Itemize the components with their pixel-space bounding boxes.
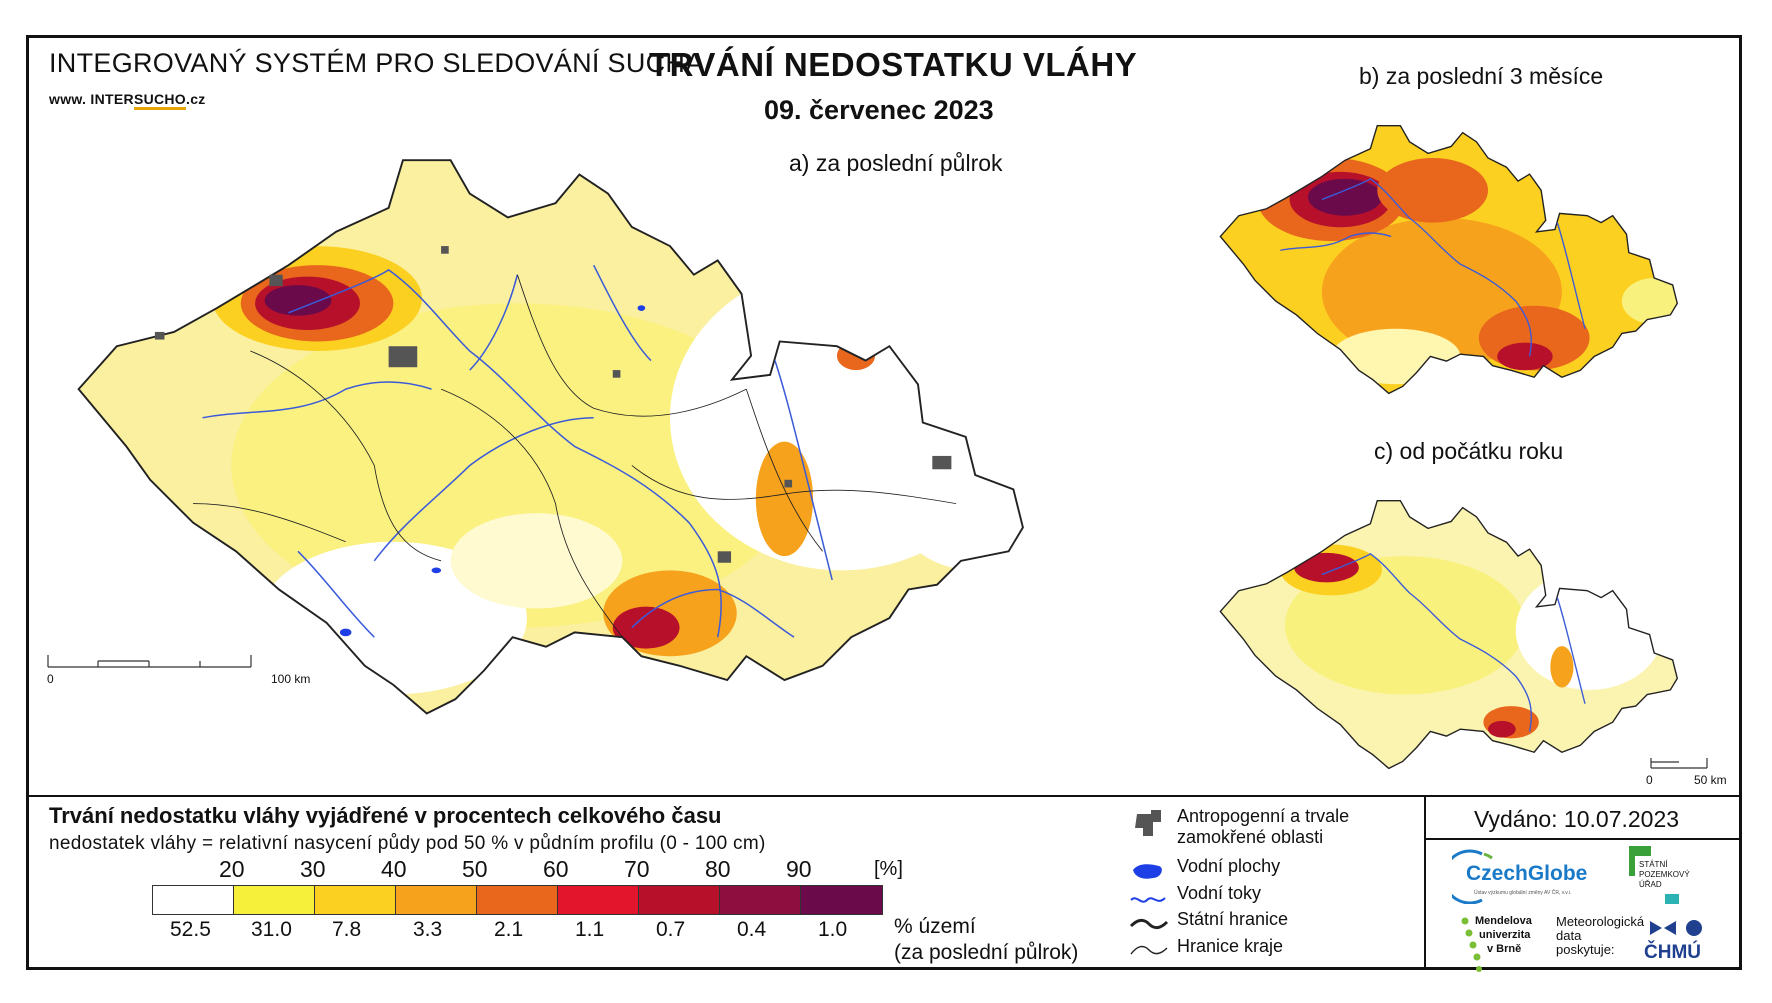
legend-class-2	[315, 886, 396, 914]
main-title: TRVÁNÍ NEDOSTATKU VLÁHY	[649, 46, 1138, 83]
water-body-icon	[1133, 864, 1162, 879]
issued-divider	[1424, 795, 1426, 970]
legend-class-1	[234, 886, 315, 914]
scale-c-end: 50 km	[1694, 773, 1727, 787]
state-border-label: Státní hranice	[1177, 909, 1289, 929]
website-url[interactable]: www. INTERSUCHO.cz	[49, 91, 206, 110]
system-title: INTEGROVANÝ SYSTÉM PRO SLEDOVÁNÍ SUCHA	[49, 48, 704, 78]
map-c	[1219, 500, 1678, 770]
legend-title: Trvání nedostatku vláhy vyjádřené v proc…	[49, 803, 722, 828]
legend-area-share: 31.0	[251, 918, 292, 941]
urban-label-2: zamokřené oblasti	[1177, 827, 1324, 847]
urban-label-1: Antropogenní a trvale	[1177, 806, 1350, 826]
legend-class-7	[720, 886, 801, 914]
legend-area-share: 1.0	[818, 918, 848, 941]
legend-threshold: 20	[219, 856, 245, 882]
legend-threshold: 70	[624, 856, 650, 882]
legend-subtitle: nedostatek vláhy = relativní nasycení pů…	[49, 833, 766, 854]
share-label-1: % území	[894, 915, 976, 938]
legend-area-share: 2.1	[494, 918, 524, 941]
scale-a-zero: 0	[47, 672, 54, 686]
region-border-label: Hranice kraje	[1177, 936, 1284, 956]
urban-area-icon	[1135, 810, 1161, 836]
legend-class-6	[639, 886, 720, 914]
legend-threshold: 30	[300, 856, 326, 882]
legend-area-share: 1.1	[575, 918, 605, 941]
legend-area-share: 7.8	[332, 918, 362, 941]
rivers-label: Vodní toky	[1177, 883, 1262, 903]
legend-class-5	[558, 886, 639, 914]
legend-threshold: 80	[705, 856, 731, 882]
legend-area-share: 3.3	[413, 918, 443, 941]
map-b	[1219, 124, 1678, 395]
legend-area-share: 0.7	[656, 918, 686, 941]
chmu-logo: ČHMÚ	[1644, 918, 1714, 968]
legend-threshold: 40	[381, 856, 407, 882]
state-border-icon	[1129, 918, 1169, 930]
legend-class-8	[801, 886, 882, 914]
legend-area-share: 52.5	[170, 918, 211, 941]
river-icon	[1130, 897, 1166, 903]
legend-divider	[29, 795, 1739, 797]
scale-c-zero: 0	[1646, 773, 1653, 787]
logo-divider	[1424, 838, 1739, 840]
region-border-icon	[1130, 945, 1168, 955]
scale-bar-c	[1650, 758, 1708, 769]
map-a-label: a) za poslední půlrok	[789, 150, 1003, 176]
legend-area-share: 0.4	[737, 918, 767, 941]
legend-color-bar	[152, 885, 883, 915]
map-b-label: b) za poslední 3 měsíce	[1359, 63, 1604, 89]
map-a	[77, 159, 1024, 715]
mendel-university-logo: Mendelova univerzita v Brně	[1457, 913, 1537, 973]
spu-logo: STÁTNÍ POZEMKOVÝ ÚŘAD	[1629, 846, 1699, 906]
legend-class-3	[396, 886, 477, 914]
legend-unit: [%]	[874, 858, 903, 880]
legend-class-4	[477, 886, 558, 914]
water-bodies-label: Vodní plochy	[1177, 856, 1281, 876]
issued-date: Vydáno: 10.07.2023	[1474, 806, 1680, 832]
legend-threshold: 90	[786, 856, 812, 882]
czechglobe-logo: CzechGlobe Ústav výzkumu globální změny …	[1452, 848, 1592, 904]
share-label-2: (za poslední půlrok)	[894, 941, 1079, 964]
legend-threshold: 60	[543, 856, 569, 882]
scale-bar-a	[47, 655, 252, 668]
legend-class-0	[153, 886, 234, 914]
map-date: 09. červenec 2023	[764, 95, 994, 125]
map-frame: INTEGROVANÝ SYSTÉM PRO SLEDOVÁNÍ SUCHA w…	[26, 35, 1742, 973]
met-data-provider: Meteorologická data poskytuje:	[1556, 914, 1645, 957]
scale-a-end: 100 km	[271, 672, 311, 686]
symbol-icons	[1129, 810, 1169, 955]
legend-threshold: 50	[462, 856, 488, 882]
map-c-label: c) od počátku roku	[1374, 438, 1564, 464]
